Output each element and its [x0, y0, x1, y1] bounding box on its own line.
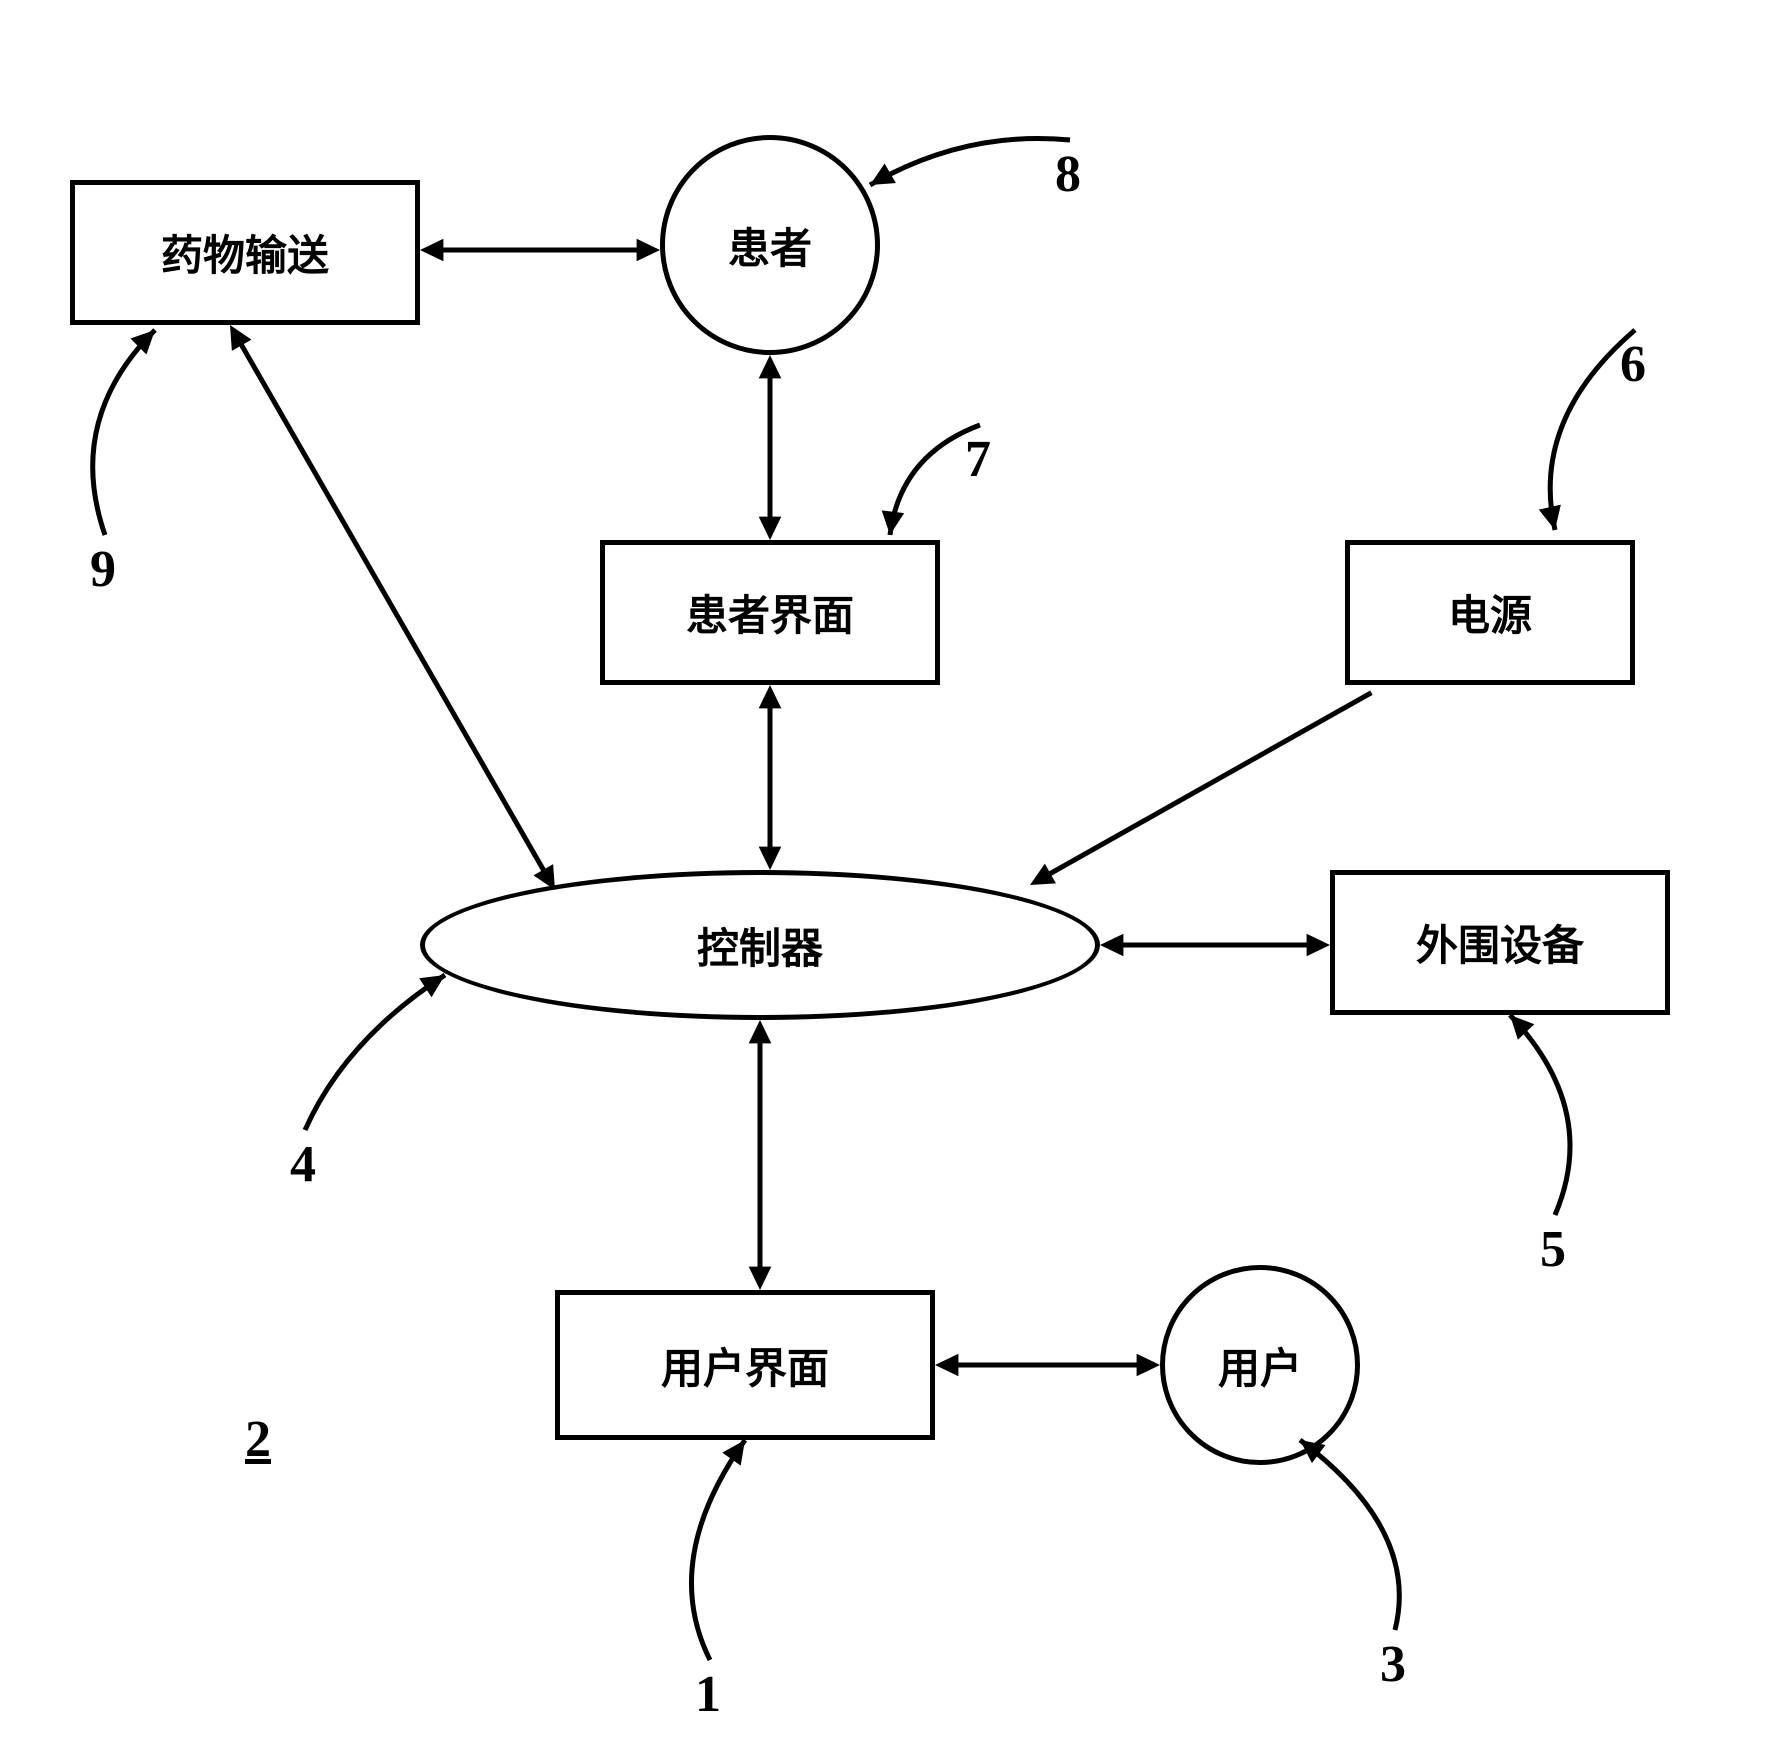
- node-user: 用户: [1160, 1265, 1360, 1465]
- callout-1: 1: [695, 1665, 721, 1724]
- node-drug-delivery: 药物输送: [70, 180, 420, 325]
- node-patient-interface: 患者界面: [600, 540, 940, 685]
- callout-9: 9: [90, 540, 116, 599]
- node-label: 药物输送: [161, 222, 329, 283]
- callout-5: 5: [1540, 1220, 1566, 1279]
- node-label: 患者界面: [686, 582, 854, 643]
- figure-number: 2: [245, 1410, 271, 1469]
- node-label: 电源: [1448, 582, 1532, 643]
- node-label: 用户界面: [661, 1335, 829, 1396]
- callout-4: 4: [290, 1135, 316, 1194]
- node-patient: 患者: [660, 135, 880, 355]
- callout-7: 7: [965, 430, 991, 489]
- node-power: 电源: [1345, 540, 1635, 685]
- node-label: 外围设备: [1416, 912, 1584, 973]
- node-label: 控制器: [697, 915, 823, 976]
- diagram-canvas: 药物输送 患者 患者界面 电源 控制器 外围设备 用户界面 用户 1 2 3 4…: [0, 0, 1775, 1754]
- node-label: 用户: [1218, 1335, 1302, 1396]
- callout-8: 8: [1055, 145, 1081, 204]
- node-controller: 控制器: [420, 870, 1100, 1020]
- node-peripheral: 外围设备: [1330, 870, 1670, 1015]
- callout-6: 6: [1620, 335, 1646, 394]
- callout-3: 3: [1380, 1635, 1406, 1694]
- node-label: 患者: [728, 215, 812, 276]
- node-user-interface: 用户界面: [555, 1290, 935, 1440]
